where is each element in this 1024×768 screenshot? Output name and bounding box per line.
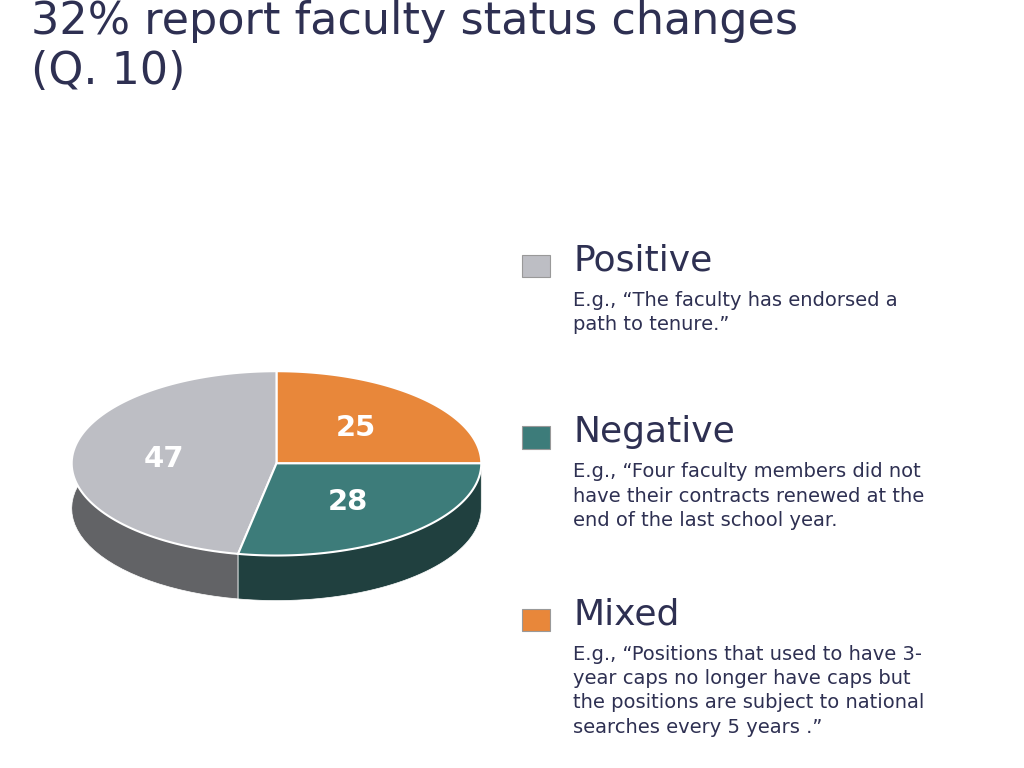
Text: 28: 28 (328, 488, 369, 516)
Text: Negative: Negative (573, 415, 735, 449)
PathPatch shape (276, 371, 481, 463)
FancyBboxPatch shape (522, 255, 551, 277)
FancyBboxPatch shape (522, 426, 551, 449)
PathPatch shape (239, 463, 481, 601)
Text: E.g., “Positions that used to have 3-
year caps no longer have caps but
the posi: E.g., “Positions that used to have 3- ye… (573, 645, 925, 737)
FancyBboxPatch shape (522, 608, 551, 631)
Text: Mixed: Mixed (573, 598, 680, 631)
Text: E.g., “The faculty has endorsed a
path to tenure.”: E.g., “The faculty has endorsed a path t… (573, 291, 898, 334)
PathPatch shape (72, 371, 276, 599)
Text: 32% report faculty status changes
(Q. 10): 32% report faculty status changes (Q. 10… (31, 0, 798, 93)
Text: Positive: Positive (573, 243, 713, 277)
PathPatch shape (72, 371, 276, 554)
PathPatch shape (239, 463, 481, 555)
Text: E.g., “Four faculty members did not
have their contracts renewed at the
end of t: E.g., “Four faculty members did not have… (573, 462, 925, 530)
Text: 47: 47 (144, 445, 184, 472)
Text: 25: 25 (336, 413, 376, 442)
PathPatch shape (276, 371, 481, 508)
